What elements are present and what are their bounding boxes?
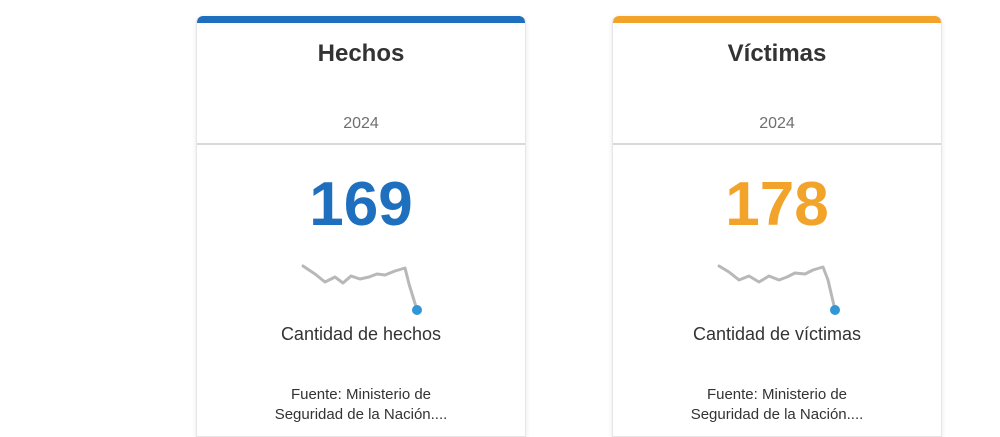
hechos-source: Fuente: Ministerio de Seguridad de la Na…: [197, 385, 525, 425]
hechos-card[interactable]: Hechos 2024 169 Cantidad de hechos Fuent…: [196, 16, 526, 437]
hechos-year: 2024: [343, 115, 379, 132]
hechos-sparkline: [301, 264, 422, 315]
hechos-value: 169: [309, 170, 413, 239]
hechos-divider: [197, 143, 525, 145]
hechos-sparkline-line: [301, 264, 419, 312]
victimas-sparkline-line: [717, 264, 837, 312]
hechos-source-line1: Fuente: Ministerio de: [290, 386, 432, 403]
hechos-metric-label: Cantidad de hechos: [280, 324, 442, 344]
victimas-sparkline-dot: [830, 305, 840, 315]
victimas-year: 2024: [759, 115, 795, 132]
victimas-source: Fuente: Ministerio de Seguridad de la Na…: [613, 385, 941, 425]
victimas-accent-bar: [613, 16, 941, 23]
victimas-metric-label: Cantidad de víctimas: [692, 324, 862, 344]
victimas-value: 178: [725, 170, 829, 239]
hechos-accent-bar: [197, 16, 525, 23]
victimas-title: Víctimas: [727, 40, 827, 67]
victimas-source-line1: Fuente: Ministerio de: [706, 386, 848, 403]
hechos-source-line2: Seguridad de la Nación....: [274, 406, 448, 423]
victimas-sparkline: [717, 264, 840, 315]
victimas-divider: [613, 143, 941, 145]
hechos-sparkline-dot: [412, 305, 422, 315]
victimas-card[interactable]: Víctimas 2024 178 Cantidad de víctimas F…: [612, 16, 942, 437]
hechos-title: Hechos: [317, 40, 405, 67]
victimas-source-line2: Seguridad de la Nación....: [690, 406, 864, 423]
